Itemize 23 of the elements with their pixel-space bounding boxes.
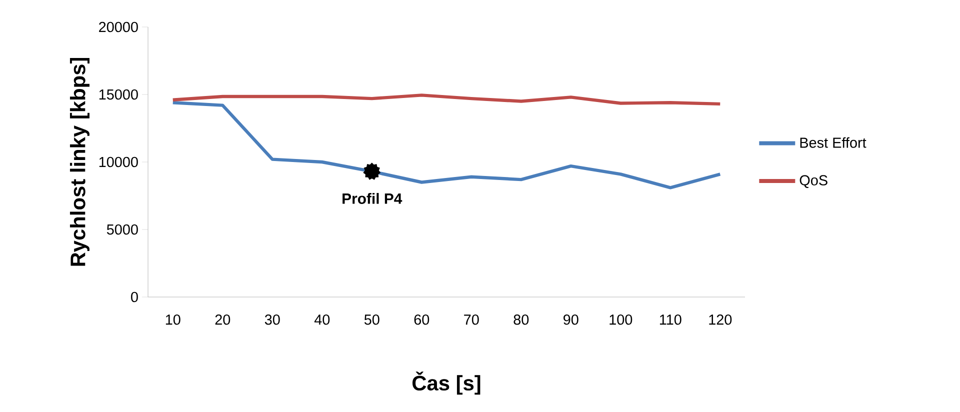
x-tick-label: 50: [364, 314, 380, 325]
x-tick-label: 70: [464, 314, 479, 325]
y-axis-title: Rychlost linky [kbps]: [70, 58, 90, 266]
x-tick-label: 10: [166, 314, 180, 325]
x-tick-label: 60: [414, 314, 430, 325]
y-tick-label: 20000: [99, 22, 138, 32]
x-tick-label: 20: [215, 314, 230, 325]
legend-label: QoS: [800, 175, 828, 188]
x-tick-label: 30: [264, 314, 280, 325]
x-tick-label: 90: [564, 314, 578, 325]
y-tick-label: 0: [131, 292, 138, 302]
x-tick-label: 120: [709, 314, 732, 325]
x-tick-label: 80: [514, 314, 529, 325]
y-tick-label: 5000: [106, 224, 138, 235]
line-series: [171, 101, 722, 190]
x-tick-label: 110: [660, 314, 682, 325]
x-tick-label: 100: [610, 314, 632, 325]
x-axis-title: Čas [s]: [412, 372, 480, 395]
y-tick-label: 10000: [99, 156, 138, 168]
annotation: Profil P4: [342, 192, 402, 204]
legend-label: Best Effort: [800, 137, 866, 148]
y-tick-label: 15000: [99, 89, 138, 100]
x-tick-label: 40: [314, 314, 330, 325]
